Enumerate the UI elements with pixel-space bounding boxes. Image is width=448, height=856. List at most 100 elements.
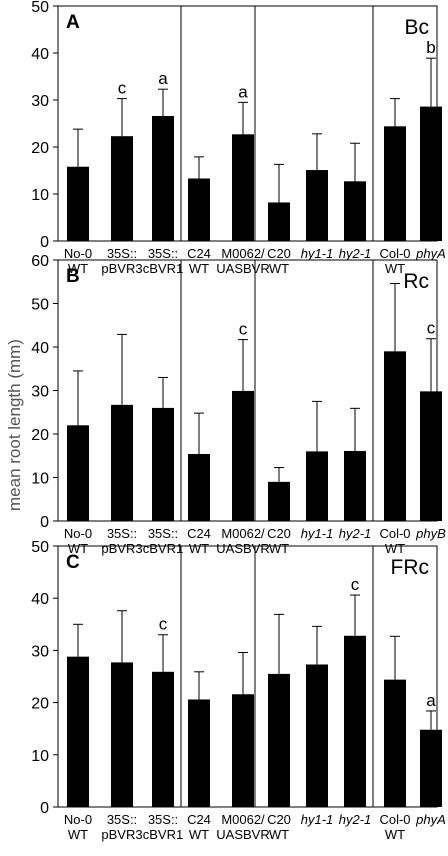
y-tick-label: 30: [31, 384, 49, 401]
x-tick-label: phyA: [415, 812, 446, 827]
y-tick-label: 20: [31, 140, 49, 157]
x-tick-label-line2: UASBVR: [216, 541, 269, 556]
x-tick-label-line2: WT: [385, 827, 405, 842]
y-tick-label: 50: [31, 297, 49, 314]
significance-letter: c: [118, 79, 127, 98]
bar: [188, 454, 210, 521]
x-tick-label: C24: [187, 812, 211, 827]
bar: [111, 136, 133, 241]
panel-a: [53, 5, 442, 242]
bar: [67, 425, 89, 521]
y-tick-label: 0: [40, 514, 49, 531]
x-tick-label-line2: WT: [269, 827, 289, 842]
bar: [384, 126, 406, 241]
bar: [152, 115, 174, 241]
x-tick-label: hy2-1: [339, 246, 372, 261]
x-tick-label-line2: WT: [189, 827, 209, 842]
x-tick-label: M0062/: [221, 246, 265, 261]
x-tick-label-line2: pBVR3: [101, 827, 142, 842]
condition-label: Rc: [403, 270, 429, 293]
x-tick-label: C24: [187, 246, 211, 261]
x-tick-label-line2: cBVR1: [143, 261, 183, 276]
x-tick-label-line2: WT: [385, 541, 405, 556]
significance-letter: c: [159, 615, 168, 634]
x-tick-label: Col-0: [379, 812, 410, 827]
bar: [152, 407, 174, 521]
x-tick-label: C24: [187, 526, 211, 541]
significance-letter: a: [158, 69, 168, 88]
y-tick-label: 40: [31, 591, 49, 608]
x-tick-label: 35S::: [148, 246, 178, 261]
bar: [384, 351, 406, 521]
bar: [232, 390, 254, 521]
x-tick-label: hy1-1: [301, 812, 334, 827]
y-tick-label: 60: [31, 253, 49, 270]
y-tick-label: 30: [31, 643, 49, 660]
x-tick-label-line2: WT: [189, 541, 209, 556]
bar: [420, 391, 442, 521]
bar: [384, 679, 406, 807]
x-tick-label: M0062/: [221, 812, 265, 827]
x-tick-label: Col-0: [379, 246, 410, 261]
x-tick-label: C20: [267, 526, 291, 541]
significance-letter: a: [426, 691, 436, 710]
x-tick-label: phyA: [415, 246, 446, 261]
y-tick-label: 10: [31, 187, 49, 204]
condition-label: FRc: [391, 556, 430, 579]
bar: [344, 181, 366, 241]
significance-letter: c: [239, 320, 248, 339]
x-tick-label-line2: WT: [385, 261, 405, 276]
x-tick-label: C20: [267, 246, 291, 261]
significance-letter: c: [427, 319, 436, 338]
y-tick-label: 10: [31, 471, 49, 488]
bar: [344, 635, 366, 807]
panel-b: [53, 259, 442, 522]
x-tick-label: hy2-1: [339, 526, 372, 541]
bar: [306, 664, 328, 807]
x-tick-label-line2: UASBVR: [216, 261, 269, 276]
x-tick-label: 35S::: [107, 812, 137, 827]
bar: [188, 699, 210, 807]
x-tick-label-line2: WT: [68, 827, 88, 842]
condition-label: Bc: [404, 16, 429, 39]
y-tick-label: 40: [31, 340, 49, 357]
bar: [420, 729, 442, 807]
y-axis-label: mean root length (mm): [5, 339, 24, 511]
significance-letter: a: [238, 82, 248, 101]
bar: [232, 134, 254, 241]
x-tick-label-line2: cBVR1: [143, 541, 183, 556]
bar: [420, 106, 442, 241]
x-tick-label-line2: UASBVR: [216, 827, 269, 842]
x-tick-label: No-0: [64, 526, 92, 541]
x-tick-label: 35S::: [148, 812, 178, 827]
y-tick-label: 40: [31, 46, 49, 63]
x-tick-label-line2: cBVR1: [143, 827, 183, 842]
y-tick-label: 0: [40, 234, 49, 251]
significance-letter: b: [426, 38, 435, 57]
x-tick-label-line2: WT: [269, 541, 289, 556]
y-tick-label: 30: [31, 93, 49, 110]
x-tick-label: M0062/: [221, 526, 265, 541]
panel-letter: B: [66, 266, 80, 287]
x-tick-label: C20: [267, 812, 291, 827]
y-tick-label: 20: [31, 696, 49, 713]
y-tick-label: 50: [31, 0, 49, 16]
x-tick-label-line2: pBVR3: [101, 261, 142, 276]
x-tick-label-line2: WT: [269, 261, 289, 276]
x-tick-label-line2: WT: [189, 261, 209, 276]
panel-letter: C: [66, 552, 80, 573]
bar: [111, 662, 133, 807]
bar: [232, 694, 254, 807]
x-tick-label: hy1-1: [301, 246, 334, 261]
y-tick-label: 10: [31, 748, 49, 765]
x-tick-label: Col-0: [379, 526, 410, 541]
bar: [268, 481, 290, 521]
y-tick-label: 0: [40, 800, 49, 817]
x-tick-label-line2: WT: [68, 261, 88, 276]
x-tick-label: hy2-1: [339, 812, 372, 827]
bar: [152, 671, 174, 807]
bar: [344, 450, 366, 521]
x-tick-label: phyB: [415, 526, 446, 541]
